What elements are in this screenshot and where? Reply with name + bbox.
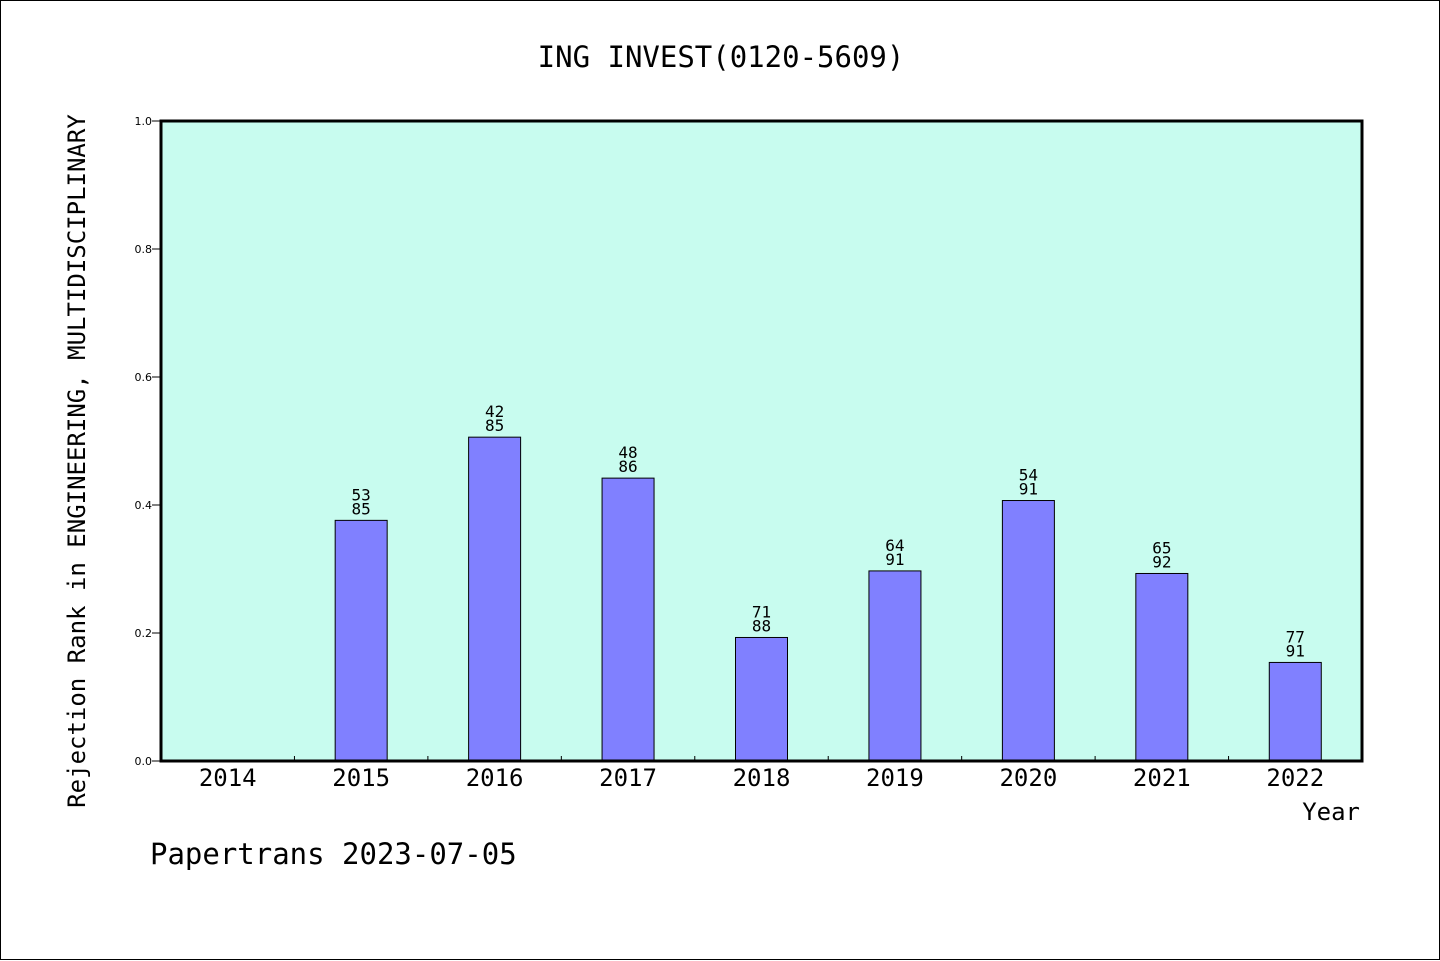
y-axis: 0.0 0.2 0.4 0.6 0.8 1.0: [135, 115, 161, 768]
x-tick-label: 2021: [1133, 764, 1191, 792]
x-tick-label: 2015: [332, 764, 390, 792]
bar-total-label: 91: [885, 550, 904, 569]
bar-2018: [735, 636, 788, 762]
y-tick-label: 0.4: [135, 499, 153, 512]
bar-total-label: 86: [618, 457, 637, 476]
bar-rank-label: 48: [618, 443, 637, 462]
bar-2019: [868, 570, 922, 762]
y-tick-label: 0.2: [135, 627, 153, 640]
bar-rank-label: 53: [352, 485, 371, 504]
plot-border: [159, 119, 1364, 763]
bar-2016: [468, 436, 522, 762]
bar-total-label: 92: [1152, 552, 1171, 571]
bar-total-label: 88: [752, 616, 771, 635]
bar-2017: [601, 477, 655, 762]
footer-credit: Papertrans 2023-07-05: [150, 837, 517, 871]
bar-total-label: 91: [1286, 641, 1305, 660]
y-tick-label: 0.8: [135, 243, 153, 256]
bar-rank-label: 65: [1152, 538, 1171, 557]
x-tick-label: 2014: [199, 764, 257, 792]
y-tick-label: 0.0: [135, 755, 153, 768]
bar-rank-label: 71: [752, 602, 771, 621]
x-tick-label: 2018: [733, 764, 791, 792]
x-axis-label: Year: [1302, 798, 1360, 826]
bar-rank-label: 42: [485, 402, 504, 421]
x-tick-label: 2019: [866, 764, 924, 792]
x-tick-label: 2016: [466, 764, 524, 792]
x-tick-label: 2022: [1266, 764, 1324, 792]
y-tick-label: 1.0: [135, 115, 153, 128]
bar-total-label: 85: [352, 499, 371, 518]
bar-rank-label: 77: [1286, 627, 1305, 646]
y-axis-label: Rejection Rank in ENGINEERING, MULTIDISC…: [63, 114, 91, 808]
bar-2022: [1268, 661, 1322, 762]
x-tick-label: 2020: [999, 764, 1057, 792]
bar-2020: [1001, 500, 1055, 762]
bar-2015: [334, 519, 388, 762]
bar-2021: [1135, 572, 1189, 762]
x-tick-label: 2017: [599, 764, 657, 792]
bar-rank-label: 54: [1019, 466, 1038, 485]
y-tick-label: 0.6: [135, 371, 153, 384]
bar-rank-label: 64: [885, 536, 904, 555]
bar-total-label: 91: [1019, 480, 1038, 499]
x-axis: 2014 2015 2016 2017 2018 2019 2020 2021 2022: [199, 756, 1324, 792]
bar-total-label: 85: [485, 416, 504, 435]
chart-title: ING INVEST(0120-5609): [538, 40, 905, 74]
